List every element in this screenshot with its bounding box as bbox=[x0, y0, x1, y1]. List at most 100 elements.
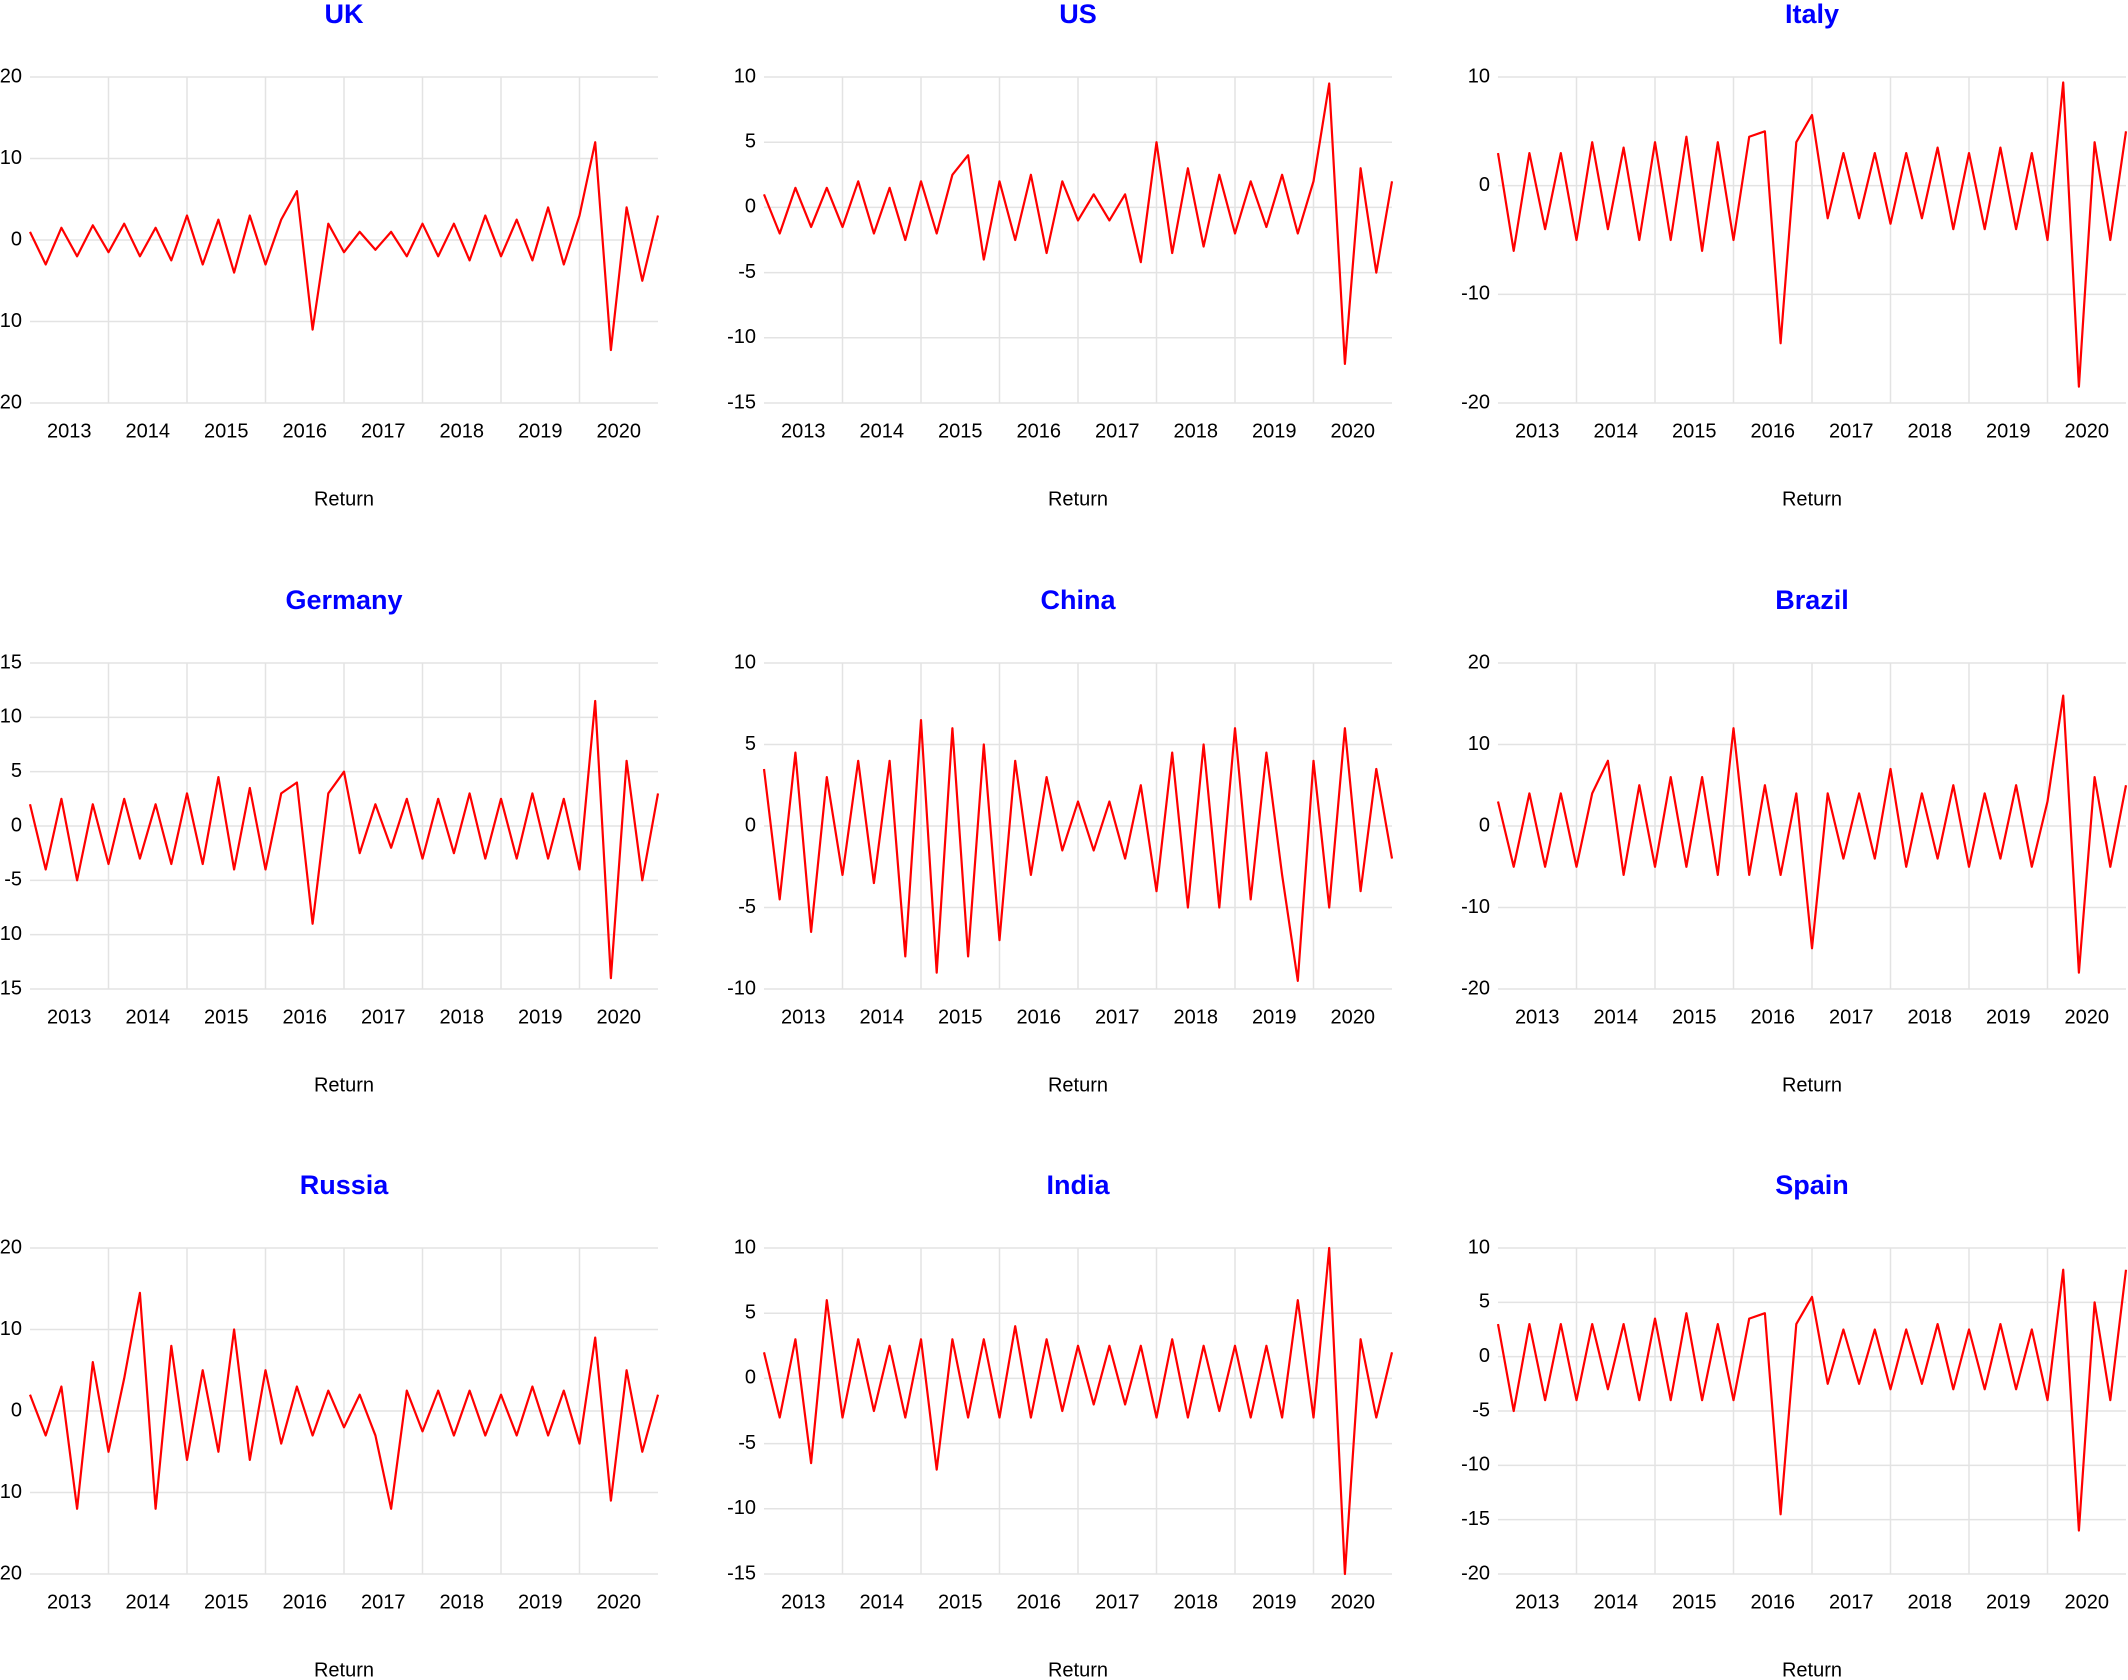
panel: China -10 -5 0 5 10 2013 2014 2015 2016 2017 2018 20… bbox=[727, 585, 1394, 1096]
x-tick-label: 2017 bbox=[361, 1006, 406, 1028]
y-tick-label: 10 bbox=[734, 65, 756, 87]
y-tick-label: -5 bbox=[4, 869, 22, 891]
panel: Germany -15 -10 -5 0 5 10 15 2013 2014 2015 2016 201… bbox=[0, 585, 660, 1096]
y-tick-label: 5 bbox=[745, 733, 756, 755]
x-tick-label: 2016 bbox=[1017, 1591, 1062, 1613]
chart-title: Russia bbox=[300, 1170, 390, 1200]
y-tick-label: 0 bbox=[745, 814, 756, 836]
y-tick-label: 20 bbox=[1468, 651, 1490, 673]
series-line bbox=[28, 699, 660, 980]
x-tick-label: 2014 bbox=[1594, 1006, 1639, 1028]
x-tick-label: 2017 bbox=[1829, 1591, 1874, 1613]
x-tick-label: 2014 bbox=[860, 1006, 905, 1028]
x-tick-label: 2015 bbox=[938, 1006, 983, 1028]
chart-title: Germany bbox=[285, 585, 402, 615]
x-tick-label: 2017 bbox=[1095, 1591, 1140, 1613]
x-tick-label: 2013 bbox=[47, 420, 92, 442]
y-tick-label: 10 bbox=[0, 1318, 22, 1340]
y-tick-label: 10 bbox=[1468, 733, 1490, 755]
x-tick-label: 2017 bbox=[361, 420, 406, 442]
series-line bbox=[1496, 1268, 2128, 1532]
x-tick-label: 2017 bbox=[1829, 1006, 1874, 1028]
y-tick-label: -5 bbox=[738, 1432, 756, 1454]
y-tick-label: 0 bbox=[11, 1399, 22, 1421]
x-tick-label: 2016 bbox=[1751, 1591, 1796, 1613]
x-tick-label: 2019 bbox=[1252, 420, 1297, 442]
y-tick-label: 5 bbox=[11, 760, 22, 782]
y-tick-label: -20 bbox=[1461, 391, 1490, 413]
chart-title: India bbox=[1046, 1170, 1110, 1200]
series-line bbox=[762, 718, 1394, 982]
x-axis-label: Return bbox=[1782, 1659, 1842, 1680]
panel: US -15 -10 -5 0 5 10 2013 2014 2015 2016 2017 2018 20… bbox=[727, 0, 1394, 510]
y-tick-label: -5 bbox=[1472, 1399, 1490, 1421]
y-tick-label: -5 bbox=[738, 896, 756, 918]
x-tick-label: 2019 bbox=[1252, 1006, 1297, 1028]
panel: UK -20 -10 0 10 20 2013 2014 2015 2016 2017 2018 201… bbox=[0, 0, 660, 510]
x-tick-label: 2020 bbox=[597, 1006, 642, 1028]
y-tick-label: 0 bbox=[11, 814, 22, 836]
y-tick-label: -15 bbox=[1461, 1508, 1490, 1530]
x-tick-label: 2020 bbox=[2065, 420, 2110, 442]
x-tick-label: 2020 bbox=[2065, 1591, 2110, 1613]
panel: Russia -20 -10 0 10 20 2013 2014 2015 2016 2017 201… bbox=[0, 1170, 660, 1680]
panel: Italy -20 -10 0 10 2013 2014 2015 2016 2017 2018 20… bbox=[1461, 0, 2128, 510]
x-tick-label: 2016 bbox=[283, 1006, 328, 1028]
y-tick-label: -10 bbox=[0, 1481, 22, 1503]
y-tick-label: 10 bbox=[0, 147, 22, 169]
chart-title: US bbox=[1059, 0, 1097, 29]
x-tick-label: 2018 bbox=[1174, 1006, 1219, 1028]
x-tick-label: 2018 bbox=[1174, 1591, 1219, 1613]
series-line bbox=[1496, 694, 2128, 974]
x-tick-label: 2015 bbox=[1672, 1006, 1717, 1028]
x-tick-label: 2014 bbox=[1594, 1591, 1639, 1613]
x-tick-label: 2018 bbox=[1908, 1591, 1953, 1613]
x-tick-label: 2015 bbox=[1672, 1591, 1717, 1613]
x-axis-label: Return bbox=[1048, 1074, 1108, 1096]
series-line bbox=[762, 82, 1394, 365]
x-axis-label: Return bbox=[314, 1074, 374, 1096]
y-tick-label: 10 bbox=[734, 1236, 756, 1258]
y-tick-label: -15 bbox=[727, 1562, 756, 1584]
y-tick-label: -15 bbox=[727, 391, 756, 413]
panel: Spain -20 -15 -10 -5 0 5 10 2013 2014 2015 2016 2017… bbox=[1461, 1170, 2128, 1680]
series-line bbox=[28, 1291, 660, 1510]
x-tick-label: 2017 bbox=[1829, 420, 1874, 442]
y-tick-label: 0 bbox=[1479, 1345, 1490, 1367]
x-tick-label: 2013 bbox=[781, 420, 826, 442]
x-tick-label: 2016 bbox=[283, 420, 328, 442]
x-tick-label: 2020 bbox=[1331, 1591, 1376, 1613]
x-tick-label: 2020 bbox=[1331, 420, 1376, 442]
y-tick-label: -20 bbox=[0, 1562, 22, 1584]
x-tick-label: 2014 bbox=[126, 1006, 171, 1028]
x-tick-label: 2019 bbox=[518, 1006, 563, 1028]
x-tick-label: 2013 bbox=[47, 1006, 92, 1028]
x-tick-label: 2013 bbox=[1515, 1006, 1560, 1028]
x-tick-label: 2020 bbox=[2065, 1006, 2110, 1028]
series-line bbox=[1496, 81, 2128, 388]
y-tick-label: -10 bbox=[0, 310, 22, 332]
y-tick-label: 0 bbox=[745, 1367, 756, 1389]
y-tick-label: 5 bbox=[745, 130, 756, 152]
x-axis-label: Return bbox=[1782, 1074, 1842, 1096]
y-tick-label: -5 bbox=[738, 261, 756, 283]
y-tick-label: 0 bbox=[745, 196, 756, 218]
x-axis-label: Return bbox=[1782, 488, 1842, 510]
y-tick-label: 5 bbox=[745, 1301, 756, 1323]
x-tick-label: 2020 bbox=[597, 420, 642, 442]
panel: Brazil -20 -10 0 10 20 2013 2014 2015 2016 2017 201… bbox=[1461, 585, 2128, 1096]
x-tick-label: 2016 bbox=[1751, 1006, 1796, 1028]
x-tick-label: 2016 bbox=[1017, 1006, 1062, 1028]
x-tick-label: 2016 bbox=[283, 1591, 328, 1613]
x-tick-label: 2013 bbox=[781, 1591, 826, 1613]
x-tick-label: 2014 bbox=[126, 420, 171, 442]
y-tick-label: 0 bbox=[1479, 174, 1490, 196]
y-tick-label: -10 bbox=[727, 1497, 756, 1519]
x-tick-label: 2020 bbox=[597, 1591, 642, 1613]
x-tick-label: 2015 bbox=[204, 420, 249, 442]
chart-title: Spain bbox=[1775, 1170, 1849, 1200]
x-axis-label: Return bbox=[1048, 1659, 1108, 1680]
x-tick-label: 2014 bbox=[860, 1591, 905, 1613]
x-tick-label: 2018 bbox=[1908, 1006, 1953, 1028]
